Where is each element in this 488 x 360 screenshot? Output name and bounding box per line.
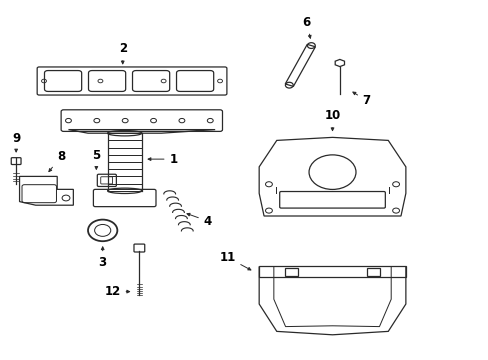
Text: 4: 4 — [186, 213, 211, 228]
Bar — [366, 268, 379, 276]
Text: 2: 2 — [119, 42, 126, 64]
Text: 1: 1 — [148, 153, 177, 166]
Text: 8: 8 — [49, 150, 65, 172]
Text: 9: 9 — [12, 132, 20, 152]
Text: 6: 6 — [302, 16, 310, 38]
Text: 5: 5 — [92, 149, 100, 169]
Text: 12: 12 — [104, 285, 129, 298]
Bar — [285, 268, 297, 276]
Text: 3: 3 — [99, 247, 106, 269]
Text: 7: 7 — [352, 92, 370, 107]
Bar — [259, 266, 405, 277]
Text: 11: 11 — [219, 251, 250, 270]
Text: 10: 10 — [324, 109, 340, 131]
